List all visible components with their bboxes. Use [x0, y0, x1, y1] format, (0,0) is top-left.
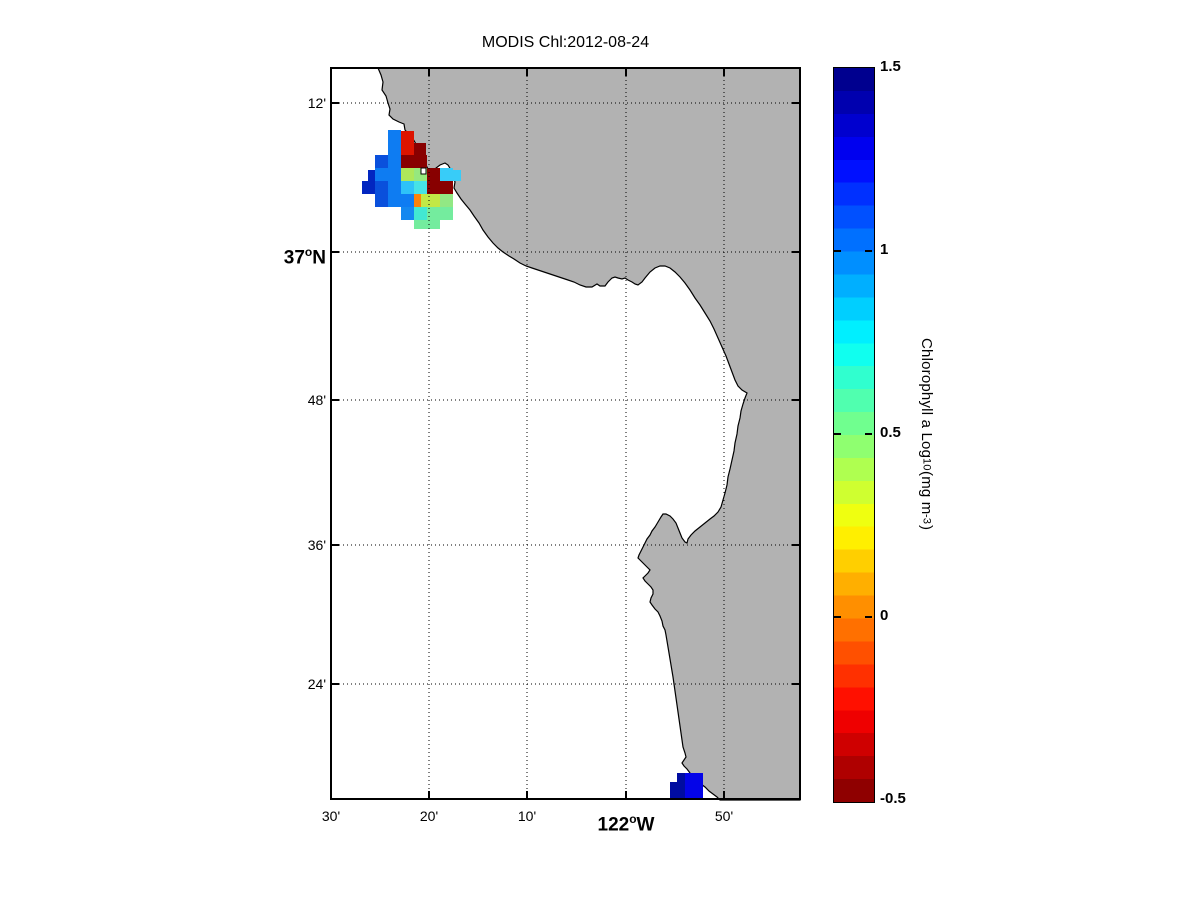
colorbar-tick-label: 1 — [880, 241, 889, 258]
chlorophyll-cell — [368, 170, 376, 182]
chlorophyll-cell — [414, 181, 427, 194]
chlorophyll-cell — [414, 194, 421, 207]
chlorophyll-cell — [401, 181, 414, 194]
coast-notch — [420, 167, 427, 175]
x-tick-label: 20' — [419, 808, 439, 824]
chlorophyll-cell — [401, 155, 427, 168]
chlorophyll-cell — [677, 773, 685, 782]
colorbar-tick-label: 1.5 — [880, 58, 901, 75]
colorbar — [833, 67, 875, 803]
y-tick-label: 36' — [307, 537, 326, 553]
x-tick-label-major: 122oW — [586, 807, 666, 837]
chlorophyll-cell — [375, 181, 388, 194]
colorbar-unit-text-end: ) — [918, 524, 935, 530]
plot-title: MODIS Chl:2012-08-24 — [481, 34, 650, 51]
x-tick-label: 30' — [321, 808, 341, 824]
y-tick-label: 12' — [307, 95, 326, 111]
x-tick-label: 50' — [714, 808, 734, 824]
chlorophyll-cell — [427, 168, 440, 194]
chlorophyll-cell — [670, 782, 685, 799]
tick-label-part: 37 — [283, 247, 305, 269]
colorbar-tick-label: 0 — [880, 607, 889, 624]
chlorophyll-cell — [401, 207, 414, 220]
colorbar-unit-text-mid: (mg m — [918, 470, 935, 515]
chlorophyll-cell — [388, 143, 401, 155]
y-tick-label: 24' — [307, 676, 326, 692]
colorbar-unit-label: Chlorophyll a Log 10 (mg m -3) — [918, 67, 935, 801]
chlorophyll-cell — [375, 194, 388, 207]
chlorophyll-cell — [421, 194, 440, 207]
chlorophyll-cell — [388, 155, 401, 168]
y-tick-label: 48' — [307, 392, 326, 408]
chlorophyll-cell — [440, 168, 453, 181]
colorbar-tick-left — [834, 250, 841, 252]
chlorophyll-cell — [414, 207, 427, 220]
chlorophyll-cell — [401, 131, 414, 155]
chlorophyll-cell — [375, 168, 388, 181]
axes-box — [330, 67, 801, 800]
tick-label-part: W — [636, 814, 655, 836]
chlorophyll-cell — [362, 181, 375, 194]
tick-label-part: 122 — [597, 814, 630, 836]
chlorophyll-cell — [414, 220, 440, 229]
chlorophyll-cell — [440, 181, 453, 194]
chlorophyll-cell — [375, 155, 388, 168]
chlorophyll-cell — [453, 170, 461, 181]
chlorophyll-cell — [388, 168, 401, 181]
chlorophyll-cell — [414, 143, 426, 155]
colorbar-tick-left — [834, 433, 841, 435]
chlorophyll-cell — [401, 194, 414, 207]
chlorophyll-cell — [401, 168, 414, 181]
chlorophyll-cell — [388, 194, 401, 207]
tick-label-part: o — [629, 812, 637, 826]
colorbar-tick-right — [865, 616, 872, 618]
tick-label-part: N — [312, 247, 326, 269]
colorbar-unit-text: Chlorophyll a Log — [918, 338, 935, 459]
y-tick-label-major: 37oN — [256, 240, 326, 270]
x-tick-label: 10' — [517, 808, 537, 824]
colorbar-tick-right — [865, 433, 872, 435]
land-polygon — [377, 67, 801, 801]
colorbar-tick-label: -0.5 — [880, 790, 906, 807]
chlorophyll-cell — [440, 194, 453, 207]
chlorophyll-cell — [685, 773, 703, 799]
colorbar-tick-left — [834, 616, 841, 618]
colorbar-tick-label: 0.5 — [880, 424, 901, 441]
chlorophyll-cell — [388, 181, 401, 194]
colorbar-tick-right — [865, 250, 872, 252]
colorbar-unit-subscript: 10 — [920, 458, 933, 471]
chlorophyll-cell — [427, 207, 453, 220]
chlorophyll-cell — [388, 130, 401, 143]
tick-label-part: o — [304, 245, 313, 259]
colorbar-unit-superscript: -3 — [920, 514, 933, 525]
